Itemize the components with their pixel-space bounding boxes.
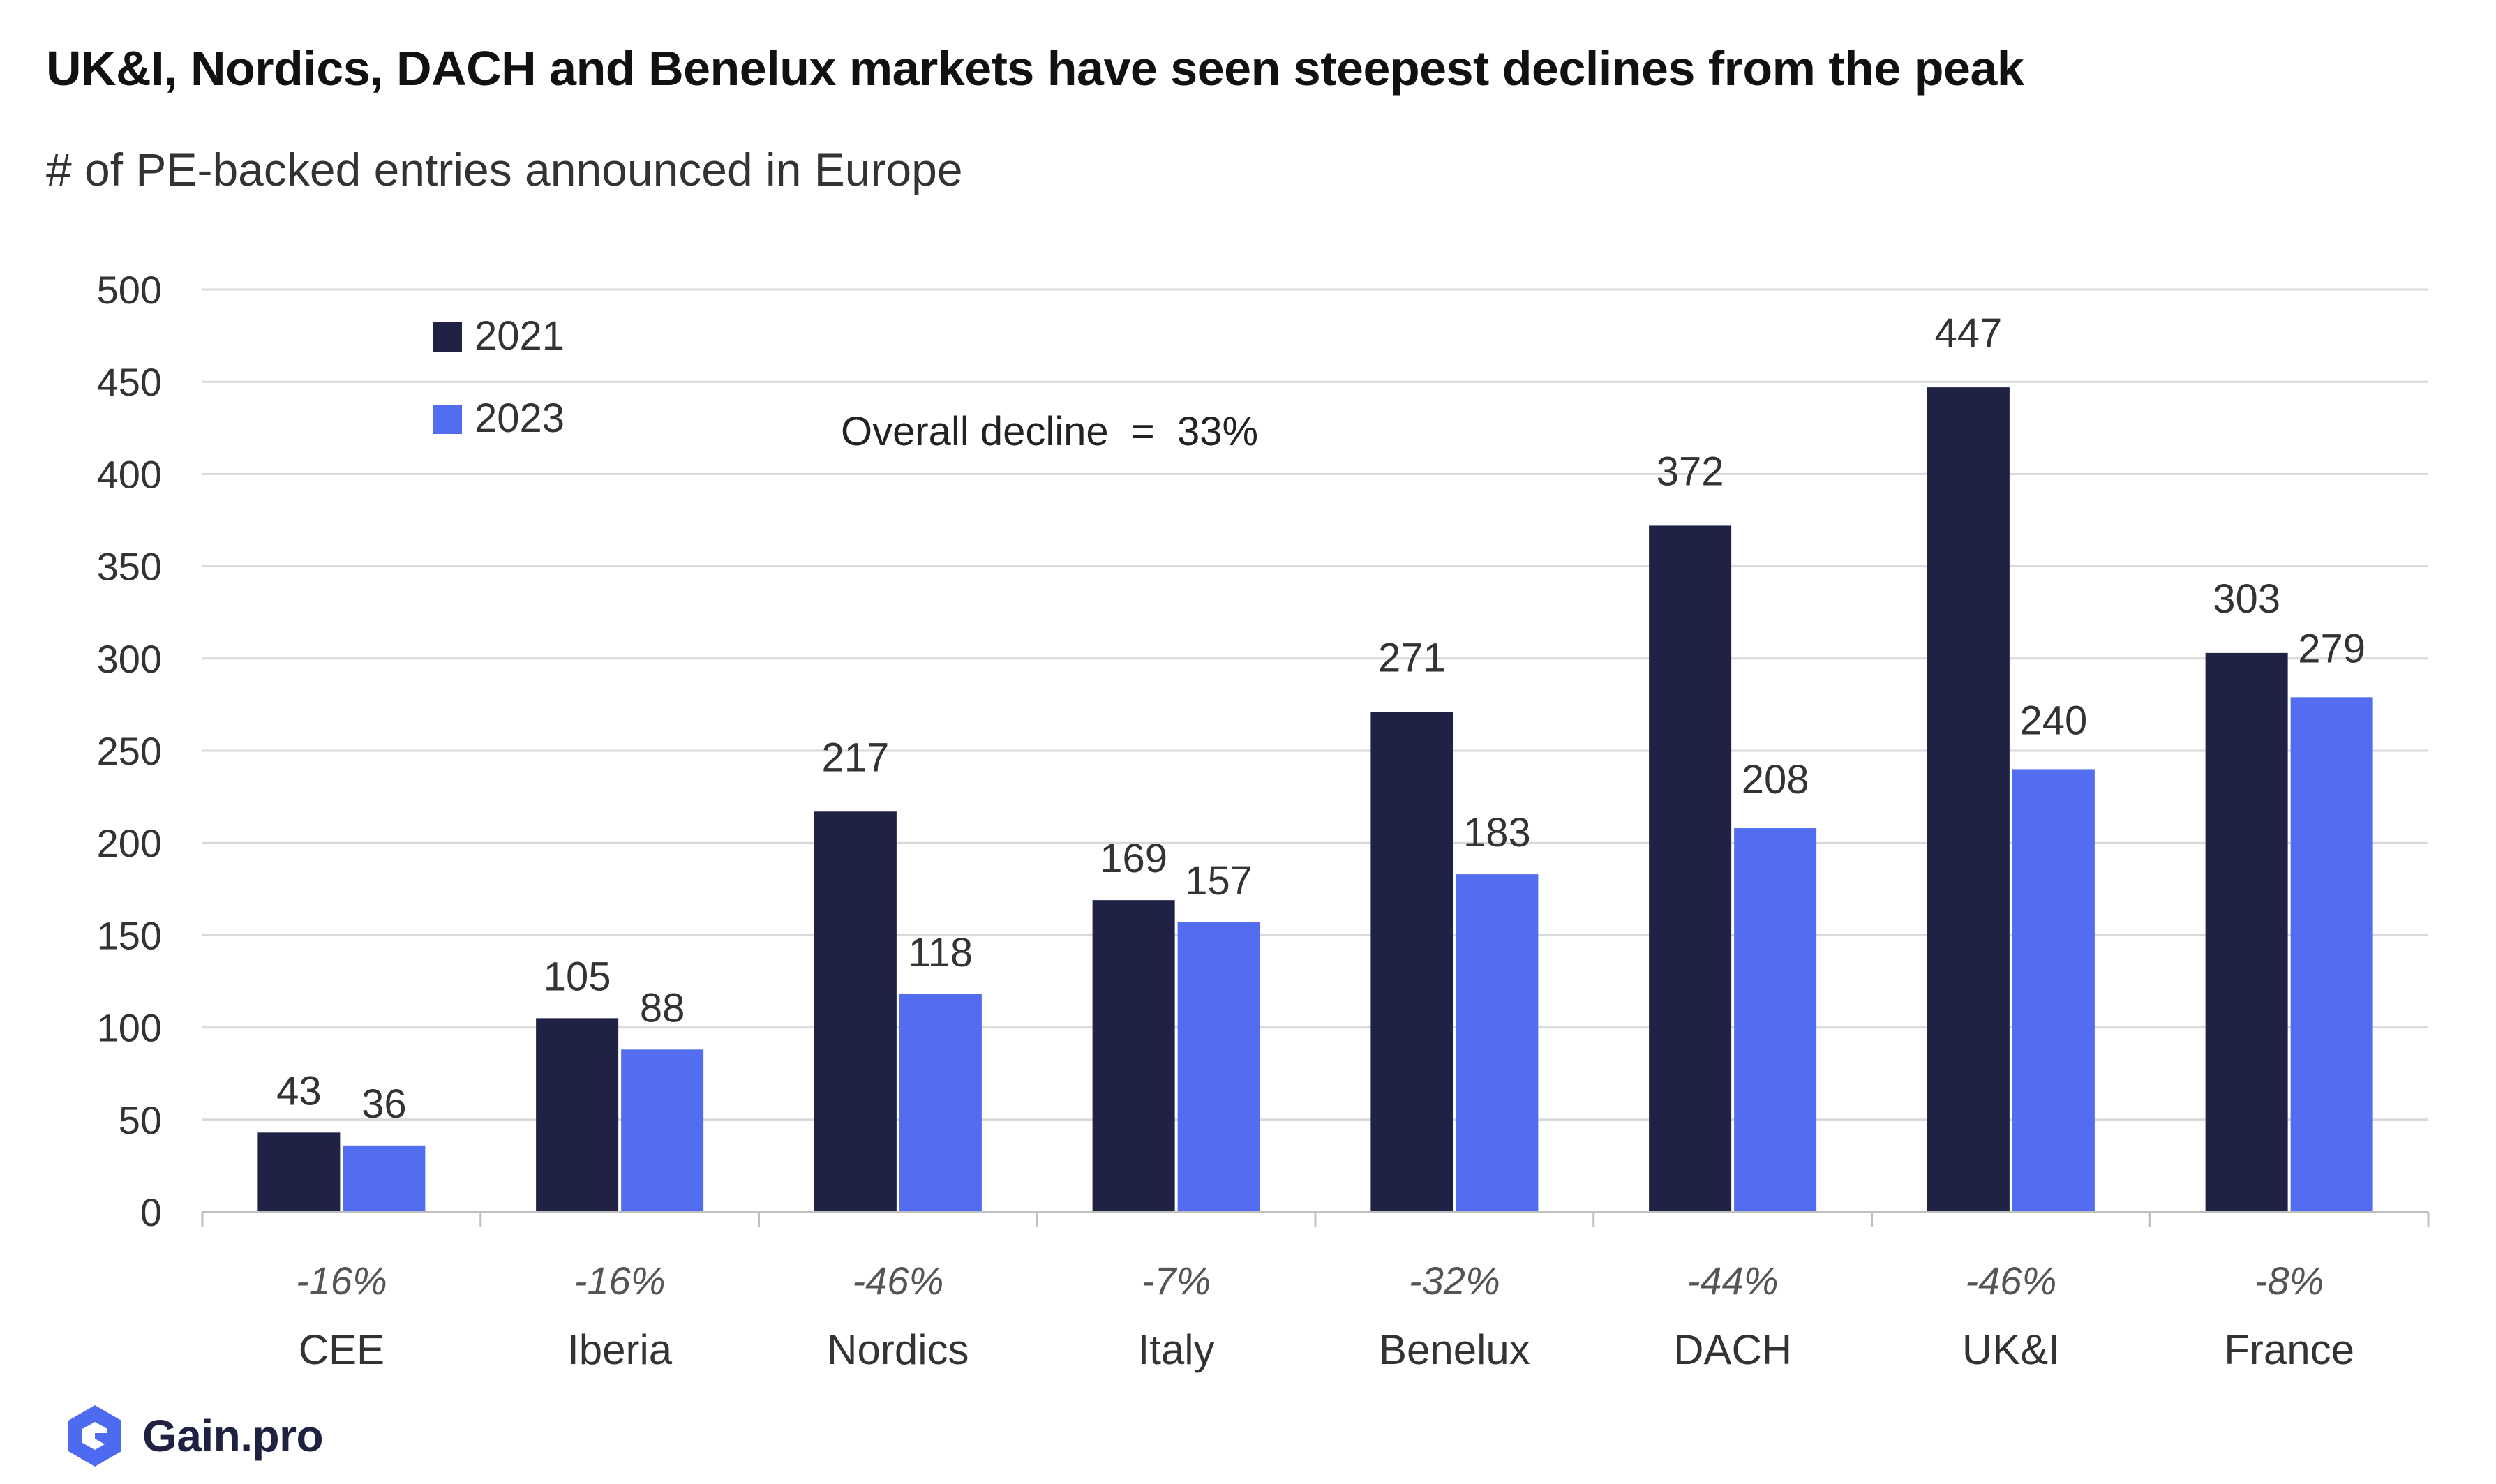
- legend-label-2023: 2023: [474, 396, 565, 441]
- y-tick-label: 250: [97, 729, 162, 773]
- bar-2023-France: [2290, 697, 2373, 1212]
- logo-text: Gain.pro: [142, 1411, 324, 1461]
- change-label-Iberia: -16%: [574, 1259, 666, 1303]
- y-tick-label: 50: [119, 1098, 162, 1142]
- gain-pro-logo-icon: [68, 1405, 121, 1467]
- y-tick-label: 500: [97, 268, 162, 312]
- y-tick-label: 100: [97, 1006, 162, 1050]
- data-label-2021-Benelux: 271: [1378, 635, 1446, 680]
- category-label-CEE: CEE: [299, 1326, 384, 1373]
- data-label-2021-CEE: 43: [276, 1068, 322, 1114]
- data-label-2021-Iberia: 105: [544, 954, 611, 999]
- data-label-2023-CEE: 36: [361, 1081, 407, 1127]
- change-label-France: -8%: [2255, 1259, 2324, 1303]
- data-label-2023-France: 279: [2298, 626, 2366, 671]
- change-label-CEE: -16%: [296, 1259, 387, 1303]
- change-label-Italy: -7%: [1142, 1259, 1211, 1303]
- bar-2023-CEE: [343, 1145, 426, 1212]
- y-tick-label: 0: [140, 1190, 162, 1234]
- gain-pro-logo: Gain.pro: [61, 1402, 324, 1469]
- y-tick-label: 150: [97, 913, 162, 957]
- legend: 2021 2023: [433, 313, 565, 441]
- bars: [257, 387, 2373, 1212]
- bar-2021-DACH: [1649, 525, 1732, 1212]
- y-tick-label: 200: [97, 821, 162, 865]
- data-label-2021-France: 303: [2213, 576, 2280, 622]
- chart-title: UK&I, Nordics, DACH and Benelux markets …: [46, 41, 2024, 96]
- change-label-Nordics: -46%: [853, 1259, 944, 1303]
- category-label-France: France: [2224, 1326, 2354, 1373]
- data-label-2023-Italy: 157: [1185, 858, 1253, 904]
- category-label-Italy: Italy: [1138, 1326, 1215, 1373]
- category-label-Nordics: Nordics: [827, 1326, 969, 1373]
- category-label-Benelux: Benelux: [1379, 1326, 1530, 1373]
- bar-2023-Benelux: [1456, 874, 1539, 1212]
- data-label-2023-UK&I: 240: [2019, 698, 2087, 743]
- data-label-2023-Nordics: 118: [909, 930, 973, 975]
- category-label-DACH: DACH: [1673, 1326, 1792, 1373]
- y-tick-label: 300: [97, 637, 162, 681]
- change-label-Benelux: -32%: [1409, 1259, 1500, 1303]
- y-tick-label: 400: [97, 452, 162, 496]
- data-labels: 43 36 105 88 217 118 169 157 271 183 372 208 447 240 3…: [276, 310, 2366, 1127]
- bar-2023-Iberia: [621, 1049, 704, 1212]
- data-label-2021-Nordics: 217: [821, 735, 889, 780]
- data-label-2023-Benelux: 183: [1463, 810, 1531, 855]
- bar-2023-DACH: [1734, 828, 1817, 1212]
- overall-decline-annotation: Overall decline = 33%: [841, 409, 1258, 454]
- legend-swatch-2023: [433, 405, 462, 434]
- bar-2023-UK&I: [2012, 769, 2095, 1212]
- bar-2021-France: [2205, 652, 2288, 1212]
- data-label-2021-DACH: 372: [1657, 449, 1724, 494]
- data-label-2021-Italy: 169: [1100, 836, 1167, 881]
- bar-2023-Nordics: [899, 994, 982, 1212]
- category-label-Iberia: Iberia: [567, 1326, 673, 1373]
- chart-subtitle: # of PE-backed entries announced in Euro…: [46, 144, 963, 195]
- bar-2021-UK&I: [1927, 387, 2010, 1212]
- bar-2021-Benelux: [1370, 712, 1453, 1212]
- bar-2021-CEE: [257, 1132, 341, 1212]
- data-label-2021-UK&I: 447: [1934, 310, 2002, 356]
- bar-2021-Italy: [1092, 900, 1175, 1212]
- bar-2021-Nordics: [814, 811, 897, 1212]
- x-axis: -16% CEE -16% Iberia -46% Nordics -7% Italy -32%…: [201, 1211, 2430, 1373]
- y-tick-label: 350: [97, 545, 162, 589]
- change-label-UK&I: -46%: [1966, 1259, 2057, 1303]
- bar-2021-Iberia: [536, 1018, 619, 1212]
- bar-2023-Italy: [1177, 922, 1260, 1212]
- change-label-DACH: -44%: [1687, 1259, 1779, 1303]
- data-label-2023-DACH: 208: [1742, 757, 1809, 802]
- data-label-2023-Iberia: 88: [640, 985, 685, 1030]
- y-tick-label: 450: [97, 360, 162, 404]
- category-label-UK&I: UK&I: [1962, 1326, 2060, 1373]
- legend-label-2021: 2021: [474, 313, 565, 359]
- y-axis-ticks: 0 50 100 150 200 250 300 350 400 450 500: [97, 268, 162, 1234]
- legend-swatch-2021: [433, 322, 462, 352]
